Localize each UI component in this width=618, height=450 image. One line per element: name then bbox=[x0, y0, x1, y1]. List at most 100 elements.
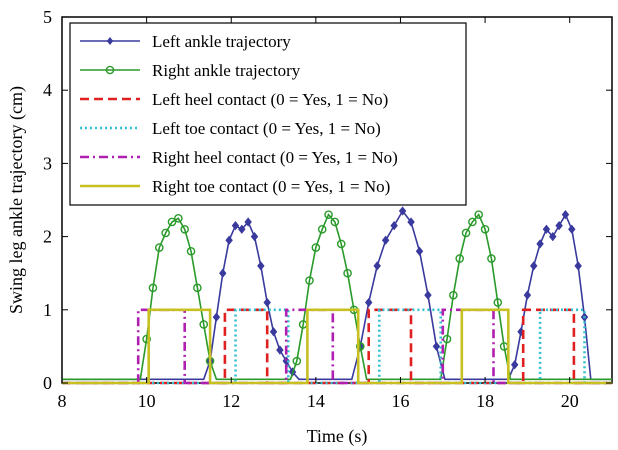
series-2-point bbox=[474, 210, 484, 219]
legend-marker bbox=[106, 37, 114, 45]
y-tick-label: 0 bbox=[43, 373, 52, 393]
series-2-point bbox=[461, 228, 471, 238]
series-2-point bbox=[180, 224, 189, 234]
series-2-point bbox=[186, 246, 196, 256]
legend-label: Left heel contact (0 = Yes, 1 = No) bbox=[152, 90, 388, 109]
y-axis-title: Swing leg ankle trajectory (cm) bbox=[6, 86, 27, 314]
series-1-point bbox=[238, 224, 246, 234]
y-tick-label: 3 bbox=[43, 153, 52, 173]
series-2-point bbox=[305, 276, 314, 285]
x-axis-title: Time (s) bbox=[307, 426, 368, 447]
series-2-point bbox=[174, 213, 183, 223]
legend-item: Right ankle trajectory bbox=[80, 61, 301, 80]
series-1-point bbox=[398, 206, 407, 216]
legend-item: Left ankle trajectory bbox=[80, 32, 291, 51]
legend-marker bbox=[105, 65, 115, 75]
series-1-point bbox=[542, 224, 551, 234]
series-5 bbox=[62, 308, 612, 385]
legend-label: Left ankle trajectory bbox=[152, 32, 291, 51]
series-5-line bbox=[62, 308, 612, 385]
legend-label: Right ankle trajectory bbox=[152, 61, 301, 80]
series-1-point bbox=[269, 327, 278, 337]
series-2-point bbox=[449, 290, 458, 300]
series-1-point bbox=[549, 231, 557, 242]
series-2-point bbox=[455, 254, 464, 263]
x-tick-label: 20 bbox=[561, 391, 579, 411]
series-3-line bbox=[62, 308, 612, 385]
y-tick-label: 5 bbox=[43, 7, 52, 27]
series-2-point bbox=[155, 243, 164, 252]
y-tick-label: 4 bbox=[43, 80, 52, 100]
series-4-line bbox=[62, 308, 612, 385]
series-1-point bbox=[432, 341, 441, 352]
legend-label: Left toe contact (0 = Yes, 1 = No) bbox=[152, 119, 381, 138]
series-1-point bbox=[373, 261, 381, 271]
x-tick-label: 16 bbox=[391, 391, 409, 411]
series-1-point bbox=[212, 312, 221, 322]
series-2-point bbox=[493, 298, 503, 307]
series-1-point bbox=[250, 231, 259, 242]
series-1-point bbox=[219, 268, 227, 278]
legend-label: Right heel contact (0 = Yes, 1 = No) bbox=[152, 148, 398, 167]
series-2-point bbox=[324, 210, 333, 219]
series-2-point bbox=[468, 217, 477, 227]
series-2-point bbox=[148, 283, 158, 293]
legend-label: Right toe contact (0 = Yes, 1 = No) bbox=[152, 177, 390, 196]
y-tick-label: 1 bbox=[43, 300, 52, 320]
series-2-point bbox=[480, 224, 490, 234]
series-2-point bbox=[355, 342, 365, 351]
series-2-point bbox=[343, 268, 352, 278]
series-1-point bbox=[225, 235, 233, 245]
series-1-point bbox=[555, 220, 563, 231]
series-2 bbox=[62, 210, 612, 381]
series-2-point bbox=[167, 217, 177, 227]
legend-item: Left toe contact (0 = Yes, 1 = No) bbox=[80, 119, 381, 138]
x-tick-label: 8 bbox=[58, 391, 67, 411]
series-1-point bbox=[561, 209, 570, 220]
legend-box bbox=[69, 22, 467, 206]
series-1-point bbox=[523, 290, 532, 300]
series-3 bbox=[62, 308, 612, 385]
series-1-point bbox=[263, 297, 271, 308]
series-2-point bbox=[193, 283, 202, 293]
legend-item: Right toe contact (0 = Yes, 1 = No) bbox=[80, 177, 390, 196]
series-2-point bbox=[336, 239, 346, 249]
series-1-point bbox=[574, 261, 582, 271]
series-1-point bbox=[568, 224, 576, 234]
series-4 bbox=[62, 308, 612, 385]
series-2-point bbox=[330, 217, 340, 227]
series-1-point bbox=[257, 261, 265, 271]
series-1-point bbox=[381, 235, 390, 245]
series-1-point bbox=[365, 297, 373, 308]
series-1-point bbox=[530, 261, 538, 271]
series-2-point bbox=[487, 254, 496, 263]
x-tick-label: 10 bbox=[138, 391, 156, 411]
series-1-point bbox=[536, 239, 544, 249]
series-1-point bbox=[510, 360, 519, 370]
series-layer bbox=[62, 206, 612, 385]
x-tick-label: 14 bbox=[307, 391, 325, 411]
legend: Left ankle trajectory Right ankle traject… bbox=[69, 22, 467, 206]
y-tick-label: 2 bbox=[43, 227, 52, 247]
series-2-point bbox=[161, 228, 170, 238]
legend-item: Right heel contact (0 = Yes, 1 = No) bbox=[80, 148, 398, 167]
series-1-point bbox=[276, 345, 284, 355]
series-1-point bbox=[231, 220, 240, 231]
series-2-point bbox=[311, 243, 321, 252]
series-1-point bbox=[407, 217, 415, 227]
series-1-point bbox=[415, 246, 424, 256]
legend-item: Left heel contact (0 = Yes, 1 = No) bbox=[80, 90, 388, 109]
series-6 bbox=[62, 308, 612, 385]
series-1-point bbox=[390, 220, 398, 231]
series-6-line bbox=[62, 308, 612, 385]
series-1-point bbox=[244, 217, 252, 227]
series-2-point bbox=[199, 320, 209, 329]
series-2-point bbox=[317, 224, 327, 234]
series-2-point bbox=[142, 334, 151, 344]
series-1-point bbox=[424, 290, 432, 300]
x-tick-label: 12 bbox=[222, 391, 240, 411]
series-2-point bbox=[292, 356, 302, 366]
x-tick-label: 18 bbox=[476, 391, 494, 411]
